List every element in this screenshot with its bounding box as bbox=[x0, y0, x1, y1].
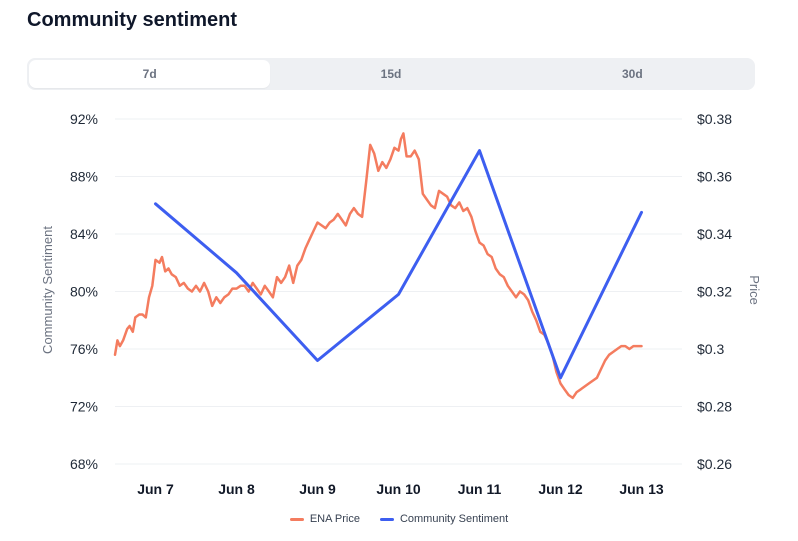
range-tabs: 7d 15d 30d bbox=[27, 58, 755, 90]
right-tick-label: $0.32 bbox=[697, 284, 732, 300]
x-tick-label: Jun 12 bbox=[538, 481, 583, 497]
tab-7d[interactable]: 7d bbox=[29, 60, 271, 88]
sentiment-line bbox=[154, 149, 643, 380]
tab-15d[interactable]: 15d bbox=[380, 67, 402, 81]
x-tick-label: Jun 7 bbox=[137, 481, 174, 497]
x-tick-label: Jun 11 bbox=[458, 481, 502, 497]
legend-item-sentiment[interactable]: Community Sentiment bbox=[379, 513, 509, 525]
legend-item-price[interactable]: ENA Price bbox=[289, 513, 360, 525]
right-tick-label: $0.28 bbox=[697, 399, 732, 415]
legend-label-sentiment: Community Sentiment bbox=[399, 513, 509, 525]
x-tick-label: Jun 9 bbox=[299, 481, 336, 497]
sentiment-swatch bbox=[379, 517, 394, 521]
legend-label-price: ENA Price bbox=[309, 513, 360, 525]
left-tick-label: 92% bbox=[70, 111, 98, 127]
left-tick-label: 68% bbox=[70, 456, 98, 472]
tab-30d[interactable]: 30d bbox=[621, 67, 643, 81]
x-axis: Jun 7 Jun 8 Jun 9 Jun 10 Jun 11 Jun 12 Jun 13 bbox=[137, 481, 664, 497]
right-tick-label: $0.3 bbox=[697, 341, 724, 357]
price-swatch bbox=[289, 517, 304, 521]
x-tick-label: Jun 13 bbox=[619, 481, 664, 497]
right-axis-title: Price bbox=[747, 275, 762, 305]
right-tick-label: $0.36 bbox=[697, 169, 732, 185]
x-tick-label: Jun 10 bbox=[376, 481, 421, 497]
series-lines bbox=[113, 132, 643, 400]
right-axis: $0.38 $0.36 $0.34 $0.32 $0.3 $0.28 $0.26 bbox=[697, 111, 732, 472]
left-axis: 92% 88% 84% 80% 76% 72% 68% bbox=[70, 111, 98, 472]
right-tick-label: $0.34 bbox=[697, 226, 732, 242]
left-tick-label: 76% bbox=[70, 341, 98, 357]
legend: ENA Price Community Sentiment bbox=[0, 513, 798, 525]
left-tick-label: 72% bbox=[70, 399, 98, 415]
left-tick-label: 84% bbox=[70, 226, 98, 242]
right-tick-label: $0.26 bbox=[697, 456, 732, 472]
left-tick-label: 80% bbox=[70, 284, 98, 300]
x-tick-label: Jun 8 bbox=[218, 481, 255, 497]
page-title: Community sentiment bbox=[27, 9, 238, 31]
right-tick-label: $0.38 bbox=[697, 111, 732, 127]
left-axis-title: Community Sentiment bbox=[40, 226, 55, 354]
price-line bbox=[113, 132, 643, 400]
left-tick-label: 88% bbox=[70, 169, 98, 185]
sentiment-chart: 92%88%84%80%76%72%68% $0.38$0.36$0.34$0.… bbox=[40, 111, 762, 497]
